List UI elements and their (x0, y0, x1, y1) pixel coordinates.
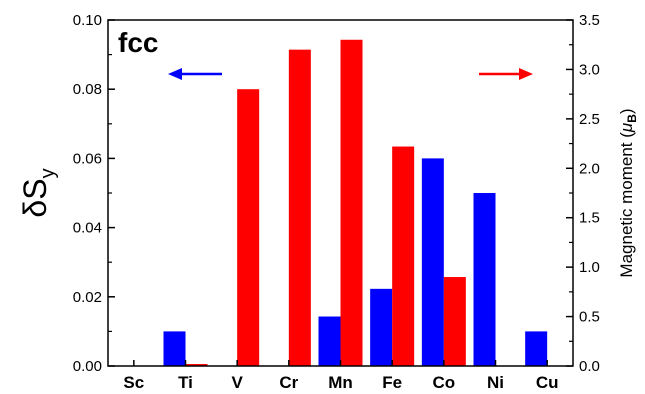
bars-layer (163, 39, 548, 367)
x-tick-label: Cr (279, 373, 298, 392)
right-tick-label: 3.5 (579, 12, 600, 29)
bar-dsy-fe (370, 288, 393, 366)
x-tick-label: Ti (178, 373, 193, 392)
x-tick-label: Mn (328, 373, 353, 392)
left-tick-label: 0.08 (73, 81, 102, 98)
left-tick-label: 0.04 (73, 220, 102, 237)
left-tick-label: 0.00 (73, 358, 102, 375)
right-arrow (479, 68, 533, 80)
plot-frame (107, 19, 574, 367)
x-tick-label: Sc (123, 373, 144, 392)
bar-moment-co (443, 277, 466, 366)
x-tick-label: Ni (487, 373, 504, 392)
right-tick-label: 1.5 (579, 210, 600, 227)
bar-moment-ti (185, 364, 208, 366)
bar-dsy-ni (473, 193, 496, 366)
bar-dsy-ti (163, 331, 186, 366)
right-tick-label: 3.0 (579, 61, 600, 78)
x-tick-label: Cu (536, 373, 559, 392)
right-tick-label: 2.5 (579, 111, 600, 128)
bar-dsy-co (421, 158, 444, 366)
right-tick-label: 0.0 (579, 358, 600, 375)
bar-moment-v (237, 89, 260, 366)
right-axis-label: Magnetic moment (μB) (617, 108, 639, 277)
right-tick-label: 1.0 (579, 259, 600, 276)
x-tick-label: Fe (382, 373, 402, 392)
left-tick-label: 0.06 (73, 150, 102, 167)
left-axis-label: δSy (17, 168, 59, 217)
ticks-layer: Sc Ti V Cr Mn Fe Co Ni Cu 0.00 0.02 0.04 0.06 0.08 0.1… (73, 12, 600, 392)
left-tick-label: 0.10 (73, 12, 102, 29)
right-tick-label: 0.5 (579, 309, 600, 326)
bar-dsy-mn (318, 316, 341, 366)
x-tick-label: V (231, 373, 243, 392)
right-tick-label: 2.0 (579, 160, 600, 177)
bar-moment-mn (340, 39, 363, 367)
left-arrow (168, 68, 222, 80)
left-tick-label: 0.02 (73, 289, 102, 306)
bar-moment-fe (392, 146, 415, 366)
panel-label: fcc (118, 27, 158, 58)
bar-moment-cr (288, 49, 311, 367)
x-tick-label: Co (432, 373, 455, 392)
bar-dsy-cu (525, 331, 548, 366)
